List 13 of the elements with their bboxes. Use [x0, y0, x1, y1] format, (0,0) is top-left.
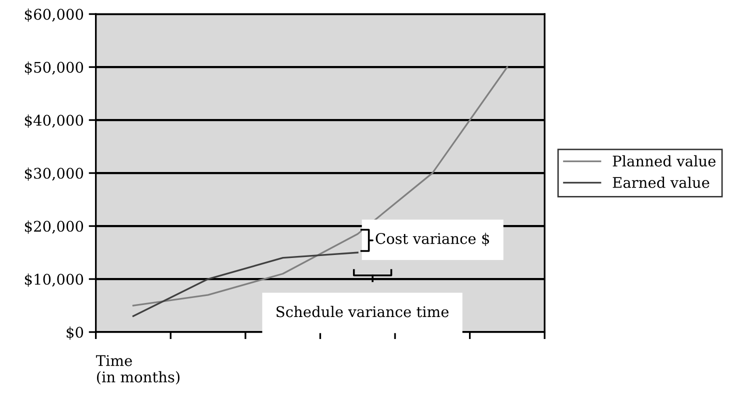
- y-tick-label: $0: [66, 326, 84, 340]
- y-tick-label: $50,000: [24, 62, 84, 75]
- y-tick-label: $30,000: [24, 168, 84, 181]
- line-series: [132, 66, 508, 306]
- y-tick-label: $60,000: [24, 8, 84, 22]
- legend-label: Planned value: [612, 155, 716, 167]
- annotation: Schedule variance time: [276, 306, 449, 318]
- y-tick-label: $20,000: [24, 220, 84, 234]
- y-tick-label: $40,000: [24, 114, 84, 128]
- y-tick-label: $10,000: [24, 274, 84, 287]
- annotation: Cost variance $: [376, 232, 490, 246]
- legend-label: Earned value: [612, 176, 710, 188]
- x-axis-title: Time (in months): [96, 355, 180, 385]
